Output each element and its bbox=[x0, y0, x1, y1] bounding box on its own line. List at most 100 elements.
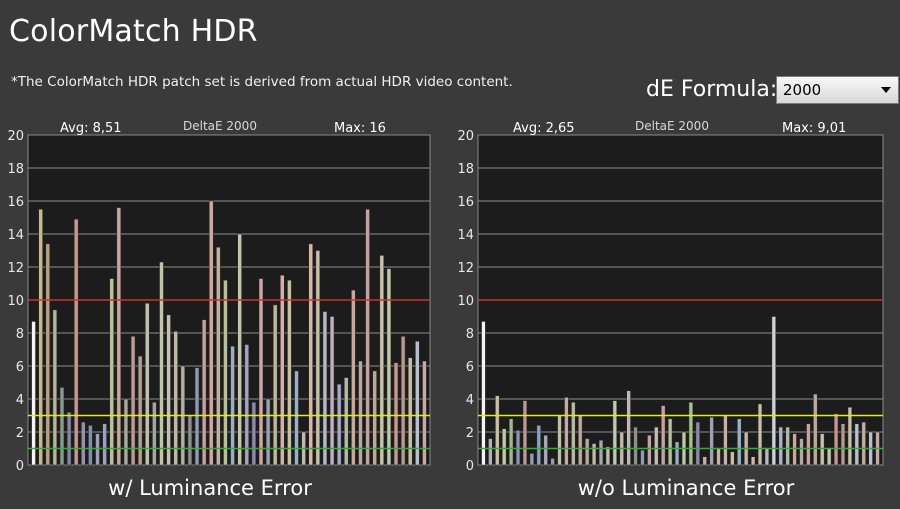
bar bbox=[38, 209, 43, 466]
y-tick-label: 20 bbox=[7, 129, 24, 144]
bar bbox=[237, 233, 242, 466]
bar bbox=[771, 316, 776, 466]
bar bbox=[674, 441, 680, 466]
max-label: Max: 16 bbox=[334, 121, 386, 136]
y-tick-label: 10 bbox=[7, 294, 24, 309]
bar bbox=[95, 433, 100, 466]
chart-subtitle: DeltaE 2000 bbox=[635, 119, 709, 133]
y-tick-label: 4 bbox=[466, 393, 474, 408]
chart-title: w/ Luminance Error bbox=[108, 476, 312, 500]
bar bbox=[109, 278, 114, 466]
bar bbox=[605, 446, 611, 466]
bar bbox=[785, 426, 790, 466]
avg-label: Avg: 8,51 bbox=[60, 121, 122, 136]
y-tick-label: 2 bbox=[466, 426, 474, 441]
bar bbox=[88, 425, 93, 466]
bar bbox=[173, 331, 178, 466]
bar bbox=[66, 411, 72, 466]
bar bbox=[716, 448, 721, 466]
bar bbox=[764, 448, 770, 466]
chart-with-luminance-error: 0 2 4 6 8 10 12 14 16 18 20 Avg: 8,51 DeltaE 2000 Max… bbox=[7, 119, 431, 500]
bar bbox=[702, 456, 707, 466]
max-label: Max: 9,01 bbox=[782, 121, 846, 136]
bar bbox=[45, 243, 50, 466]
bar bbox=[688, 402, 694, 466]
bar bbox=[244, 344, 249, 466]
bar bbox=[723, 415, 728, 466]
bar bbox=[280, 275, 285, 466]
bar bbox=[102, 423, 107, 466]
bar bbox=[543, 435, 548, 466]
bar bbox=[508, 418, 514, 466]
bar bbox=[315, 250, 321, 466]
y-tick-label: 10 bbox=[457, 294, 474, 309]
bar bbox=[344, 377, 349, 466]
bar bbox=[667, 418, 673, 466]
bar bbox=[329, 316, 335, 466]
y-tick-label: 0 bbox=[466, 459, 474, 474]
bar bbox=[730, 451, 735, 466]
bar bbox=[695, 421, 700, 466]
bar bbox=[194, 367, 200, 466]
bar bbox=[550, 458, 555, 466]
bar bbox=[287, 279, 292, 466]
bar bbox=[522, 400, 528, 466]
bar bbox=[123, 398, 129, 466]
bar bbox=[116, 207, 122, 466]
bar bbox=[294, 370, 299, 466]
bar bbox=[73, 218, 79, 466]
bar bbox=[571, 402, 576, 466]
bar bbox=[840, 423, 846, 466]
bar bbox=[31, 321, 36, 466]
bar bbox=[598, 440, 604, 466]
patch-set-note: *The ColorMatch HDR patch set is derived… bbox=[11, 74, 513, 90]
bar bbox=[827, 448, 832, 466]
chart-title: w/o Luminance Error bbox=[578, 476, 795, 500]
bar bbox=[481, 321, 486, 466]
y-tick-label: 18 bbox=[457, 162, 474, 177]
y-tick-label: 16 bbox=[7, 195, 24, 210]
bar bbox=[557, 415, 562, 466]
bar bbox=[833, 413, 839, 466]
bar bbox=[386, 268, 392, 466]
bar bbox=[806, 423, 811, 466]
y-tick-label: 2 bbox=[16, 426, 24, 441]
bar bbox=[861, 421, 866, 466]
bar bbox=[230, 345, 235, 466]
bar bbox=[52, 309, 58, 466]
bar bbox=[223, 279, 228, 466]
bar bbox=[152, 402, 157, 466]
bar bbox=[813, 393, 818, 466]
bar bbox=[488, 438, 493, 466]
bar bbox=[400, 336, 406, 466]
bar bbox=[626, 390, 631, 466]
chart-subtitle: DeltaE 2000 bbox=[183, 119, 257, 133]
bar bbox=[251, 402, 257, 466]
bar bbox=[137, 355, 143, 466]
bar bbox=[209, 200, 214, 466]
bar bbox=[159, 261, 164, 466]
bar bbox=[495, 395, 500, 466]
bar bbox=[591, 443, 597, 466]
bar bbox=[372, 370, 377, 466]
y-tick-label: 16 bbox=[457, 195, 474, 210]
bar bbox=[351, 289, 356, 466]
bar bbox=[612, 400, 617, 466]
bar bbox=[322, 311, 328, 466]
bar bbox=[529, 453, 535, 466]
bar bbox=[633, 426, 638, 466]
bar bbox=[393, 362, 399, 466]
bar bbox=[358, 360, 363, 466]
bar bbox=[661, 405, 666, 466]
bar bbox=[365, 209, 370, 466]
bar bbox=[757, 403, 763, 466]
bar bbox=[737, 418, 742, 466]
bar bbox=[166, 314, 171, 466]
y-tick-label: 8 bbox=[466, 327, 474, 342]
de-formula-select[interactable]: 2000 bbox=[776, 76, 899, 104]
bar bbox=[59, 387, 65, 466]
de-formula-selected-value: 2000 bbox=[783, 81, 822, 99]
bar bbox=[578, 415, 583, 466]
bar bbox=[640, 449, 645, 466]
